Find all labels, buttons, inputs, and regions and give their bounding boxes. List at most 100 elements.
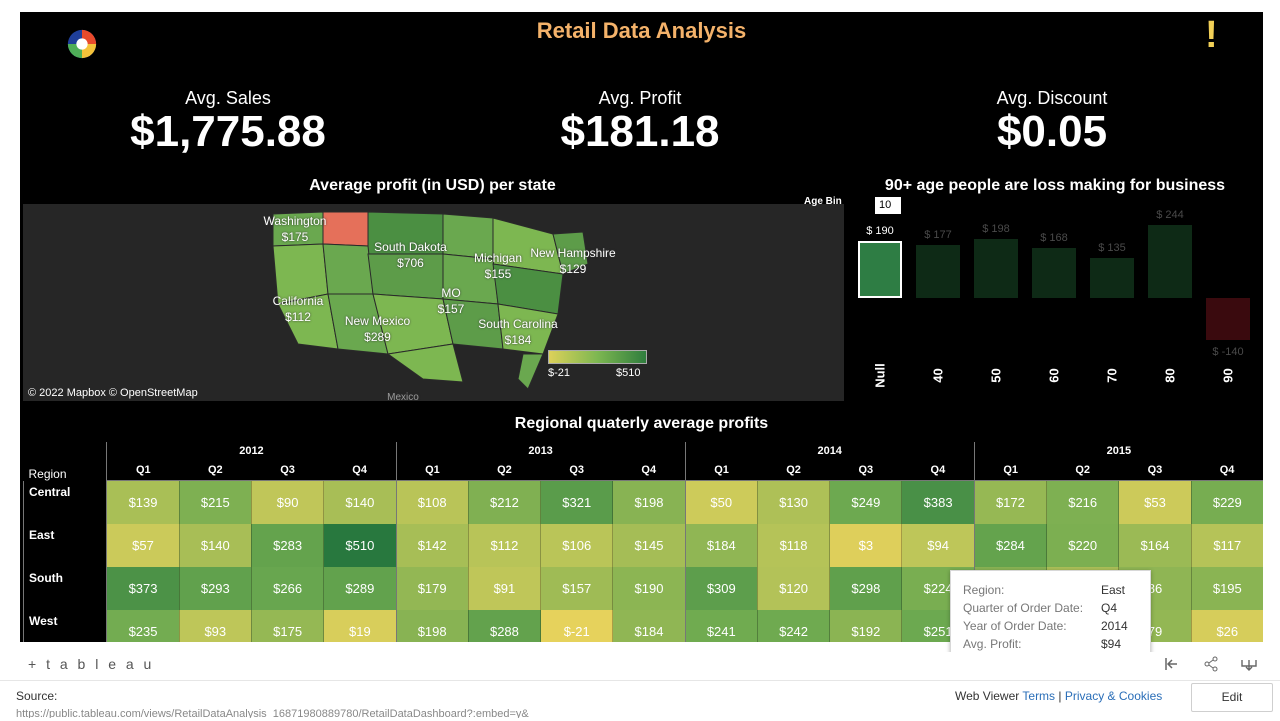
heatmap-cell[interactable]: $26: [1190, 609, 1263, 642]
heatmap-cell[interactable]: $216: [1046, 480, 1119, 524]
tooltip-value: 2014: [1101, 619, 1128, 633]
heatmap-cell[interactable]: $510: [323, 523, 397, 567]
age-bar[interactable]: [1090, 257, 1134, 298]
heatmap-cell[interactable]: $50: [684, 480, 758, 524]
tooltip-value: $94: [1101, 637, 1122, 651]
heatmap-cell[interactable]: $112: [467, 523, 541, 567]
heatmap-cell[interactable]: $242: [756, 609, 830, 642]
age-bar[interactable]: [974, 238, 1018, 298]
region-label: West: [22, 609, 107, 642]
dashboard-canvas: Retail Data Analysis ! Avg. Sales $1,775…: [20, 12, 1263, 642]
heatmap-cell[interactable]: $184: [612, 609, 686, 642]
source-label: Source:: [16, 689, 58, 703]
heatmap-cell[interactable]: $108: [395, 480, 469, 524]
privacy-link[interactable]: Privacy & Cookies: [1064, 689, 1163, 703]
source-url[interactable]: https://public.tableau.com/views/RetailD…: [16, 708, 529, 718]
heatmap-cell[interactable]: $293: [178, 566, 252, 610]
heatmap-cell[interactable]: $235: [106, 609, 180, 642]
heatmap-cell[interactable]: $140: [323, 480, 397, 524]
heatmap-cell[interactable]: $190: [612, 566, 686, 610]
region-label: Central: [22, 480, 107, 524]
map-label-mo: MO $157: [437, 286, 465, 316]
terms-link[interactable]: Terms: [1022, 689, 1056, 703]
heatmap-cell[interactable]: $229: [1190, 480, 1263, 524]
heatmap-cell[interactable]: $106: [540, 523, 613, 567]
age-axis-label: 90: [1220, 368, 1236, 383]
heatmap-cell[interactable]: $140: [178, 523, 252, 567]
tableau-logo[interactable]: + t a b l e a u: [28, 656, 155, 672]
quarter-header: Q4: [323, 460, 397, 481]
heatmap[interactable]: Region 2012 2013 2014 2015 Q1 Q2 Q3 Q4 Q1 Q2 Q…: [22, 442, 1263, 642]
age-bin-label: Age Bin: [804, 196, 842, 207]
map-country-label: Mexico: [387, 392, 419, 401]
heatmap-cell[interactable]: $249: [829, 480, 902, 524]
heatmap-cell[interactable]: $118: [756, 523, 830, 567]
heatmap-cell[interactable]: $117: [1190, 523, 1263, 567]
quarter-header: Q4: [901, 460, 975, 481]
heatmap-cell[interactable]: $283: [250, 523, 324, 567]
heatmap-cell[interactable]: $298: [829, 566, 902, 610]
heatmap-cell[interactable]: $90: [250, 480, 324, 524]
heatmap-cell[interactable]: $321: [540, 480, 613, 524]
age-bar-value-label: $ 190: [866, 225, 894, 238]
heatmap-cell[interactable]: $215: [178, 480, 252, 524]
quarter-header: Q1: [973, 460, 1047, 481]
heatmap-cell[interactable]: $53: [1118, 480, 1192, 524]
heatmap-cell[interactable]: $120: [756, 566, 830, 610]
heatmap-cell[interactable]: $142: [395, 523, 469, 567]
heatmap-cell[interactable]: $241: [684, 609, 758, 642]
heatmap-cell[interactable]: $373: [106, 566, 180, 610]
heatmap-cell[interactable]: $212: [467, 480, 541, 524]
age-bar[interactable]: [1206, 298, 1250, 340]
heatmap-cell[interactable]: $192: [829, 609, 902, 642]
heatmap-cell[interactable]: $383: [901, 480, 975, 524]
heatmap-cell[interactable]: $94: [901, 523, 975, 567]
heatmap-cell[interactable]: $19: [323, 609, 397, 642]
share-icon[interactable]: [1203, 656, 1219, 672]
age-bar[interactable]: [1032, 247, 1076, 298]
age-bar[interactable]: [1148, 225, 1192, 298]
tableau-toolbar: [0, 652, 1280, 676]
heatmap-cell[interactable]: $309: [684, 566, 758, 610]
quarter-header: Q3: [251, 460, 324, 481]
heatmap-cell[interactable]: $198: [395, 609, 469, 642]
map-label-washington: Washington $175: [263, 214, 327, 244]
heatmap-cell[interactable]: $-21: [540, 609, 613, 642]
heatmap-cell[interactable]: $175: [250, 609, 324, 642]
revert-icon[interactable]: [1163, 656, 1179, 672]
download-icon[interactable]: [1241, 656, 1257, 672]
heatmap-cell[interactable]: $288: [467, 609, 541, 642]
heatmap-cell[interactable]: $179: [395, 566, 469, 610]
heatmap-cell[interactable]: $164: [1118, 523, 1192, 567]
heatmap-cell[interactable]: $195: [1190, 566, 1263, 610]
heatmap-cell[interactable]: $184: [684, 523, 758, 567]
heatmap-cell[interactable]: $198: [612, 480, 686, 524]
region-header: Region: [28, 466, 67, 481]
heatmap-cell[interactable]: $93: [178, 609, 252, 642]
profit-map[interactable]: Washington $175 South Dakota $706 Michigan…: [23, 204, 844, 401]
heatmap-cell[interactable]: $145: [612, 523, 686, 567]
dashboard-title: Retail Data Analysis: [536, 18, 747, 43]
heatmap-cell[interactable]: $284: [973, 523, 1047, 567]
heatmap-cell[interactable]: $289: [323, 566, 397, 610]
age-bar[interactable]: [858, 241, 902, 298]
quarter-header: Q4: [612, 460, 686, 481]
heatmap-cell[interactable]: $157: [540, 566, 613, 610]
heatmap-cell[interactable]: $172: [973, 480, 1047, 524]
edit-button[interactable]: Edit: [1191, 683, 1273, 712]
map-label-michigan: Michigan $155: [473, 251, 523, 281]
age-bar[interactable]: [916, 245, 960, 298]
heatmap-cell[interactable]: $220: [1046, 523, 1119, 567]
heatmap-cell[interactable]: $3: [829, 523, 902, 567]
age-bin-input[interactable]: 10: [875, 197, 901, 214]
map-title: Average profit (in USD) per state: [309, 177, 556, 194]
heatmap-cell[interactable]: $57: [106, 523, 180, 567]
heatmap-cell[interactable]: $139: [106, 480, 180, 524]
heatmap-cell[interactable]: $130: [756, 480, 830, 524]
heatmap-cell[interactable]: $266: [250, 566, 324, 610]
quarter-header: Q3: [1118, 460, 1192, 481]
heatmap-cell[interactable]: $91: [467, 566, 541, 610]
year-header: 2012: [106, 442, 397, 460]
age-bar-value-label: $ 177: [924, 229, 952, 242]
us-map-shape: [272, 211, 589, 390]
